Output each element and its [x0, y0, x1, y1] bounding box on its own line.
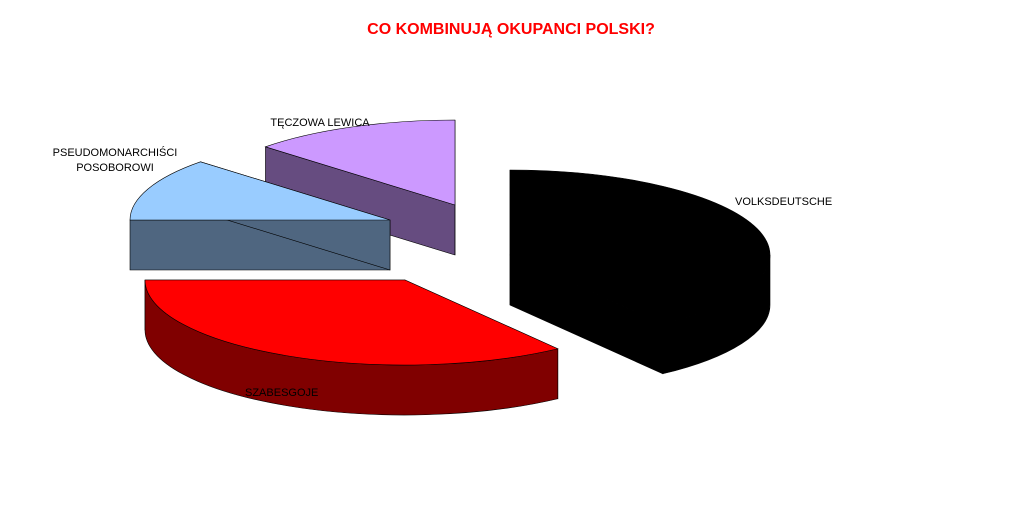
- pie-slice-3-top: [129, 161, 391, 221]
- slice-labels: VOLKSDEUTSCHE SZABESGOJE PSEUDOMONARCHIŚCI…: [53, 117, 833, 399]
- pie-slices: [129, 119, 771, 416]
- pie-slice-2-top: [144, 279, 559, 366]
- chart-title: CO KOMBINUJĄ OKUPANCI POLSKI?: [367, 21, 655, 38]
- pie-slice-4: [264, 119, 456, 256]
- pie-slice-1: [509, 169, 771, 375]
- slice-label-3: PSEUDOMONARCHIŚCI POSOBOROWI: [53, 146, 178, 174]
- slice-label-2: SZABESGOJE: [245, 387, 318, 399]
- slice-label-4: TĘCZOWA LEWICA: [270, 117, 370, 129]
- pie-slice-2: [144, 279, 559, 416]
- pie-slice-4-top: [264, 119, 456, 206]
- slice-label-1: VOLKSDEUTSCHE: [735, 196, 832, 208]
- pie-slice-1-top: [509, 169, 771, 325]
- pie-slice-3: [129, 161, 391, 271]
